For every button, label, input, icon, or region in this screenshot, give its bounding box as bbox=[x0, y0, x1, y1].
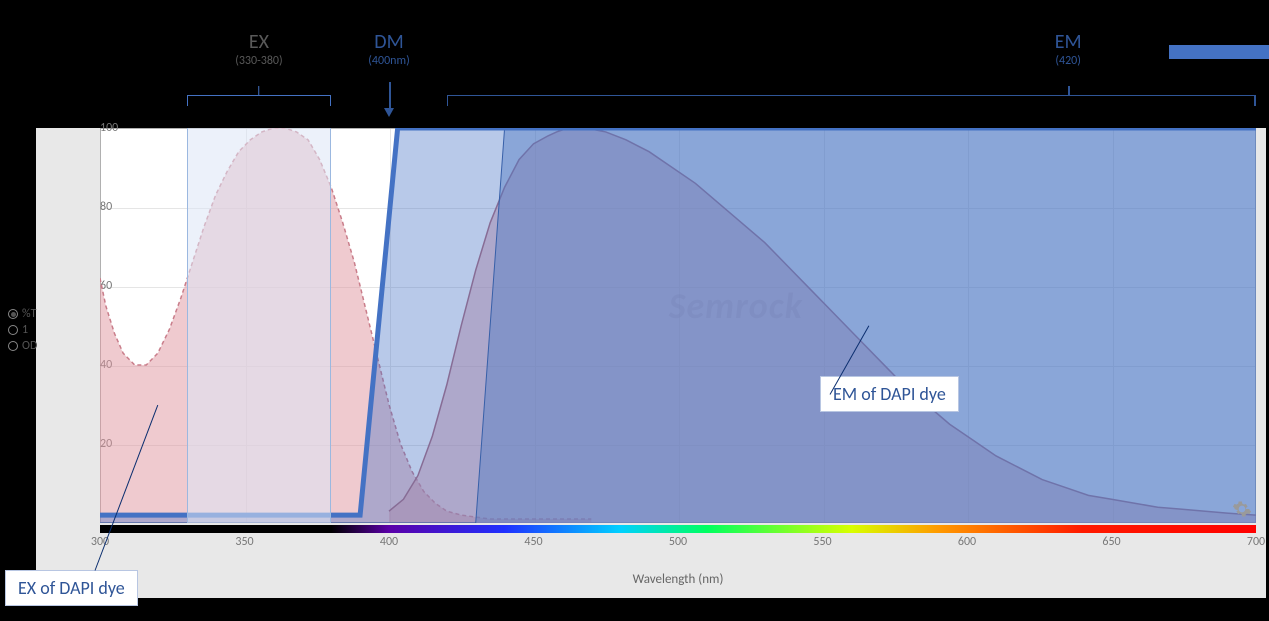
x-tick: 550 bbox=[813, 535, 831, 549]
watermark: Semrock bbox=[669, 284, 803, 328]
radio-OD[interactable]: OD bbox=[8, 339, 37, 353]
x-tick: 350 bbox=[235, 535, 253, 549]
header-dm-sub: (400nm) bbox=[368, 54, 409, 68]
radio-1[interactable]: 1 bbox=[8, 323, 37, 337]
gear-icon[interactable] bbox=[1232, 499, 1252, 519]
dm-arrow-icon bbox=[384, 108, 394, 117]
y-tick: 60 bbox=[100, 279, 106, 293]
y-tick: 80 bbox=[100, 200, 106, 214]
radio-label: OD bbox=[22, 339, 37, 353]
em-bracket bbox=[447, 95, 1256, 105]
grid-line bbox=[535, 129, 536, 522]
grid-line bbox=[824, 129, 825, 522]
x-axis-label: Wavelength (nm) bbox=[633, 572, 724, 587]
x-tick: 650 bbox=[1102, 535, 1120, 549]
x-tick: 700 bbox=[1247, 535, 1265, 549]
radio-icon bbox=[8, 309, 18, 319]
em-arrow-icon bbox=[1169, 45, 1269, 59]
header-ex-sub: (330-380) bbox=[235, 54, 282, 68]
ex-bracket bbox=[187, 95, 332, 105]
header-em: EM(420) bbox=[1055, 30, 1082, 68]
header-em-sub: (420) bbox=[1055, 54, 1082, 68]
header-em-title: EM bbox=[1055, 30, 1082, 54]
radio-label: 1 bbox=[22, 323, 28, 337]
y-tick: 40 bbox=[100, 358, 106, 372]
ex-filter-band bbox=[187, 128, 332, 523]
x-tick: 600 bbox=[958, 535, 976, 549]
y-mode-radios: %T 1 OD bbox=[8, 305, 37, 355]
y-tick: 20 bbox=[100, 437, 106, 451]
radio-label: %T bbox=[22, 307, 36, 321]
radio-pctT[interactable]: %T bbox=[8, 307, 37, 321]
grid-line bbox=[390, 129, 391, 522]
radio-icon bbox=[8, 341, 18, 351]
x-tick: 500 bbox=[669, 535, 687, 549]
x-tick: 450 bbox=[524, 535, 542, 549]
visible-spectrum-bar bbox=[100, 525, 1256, 533]
grid-line bbox=[968, 129, 969, 522]
callout-em_box: EM of DAPI dye bbox=[820, 376, 959, 412]
dm-pointer-line bbox=[389, 82, 391, 110]
header-dm-title: DM bbox=[374, 30, 403, 54]
grid-line bbox=[1113, 129, 1114, 522]
header-ex-title: EX bbox=[249, 30, 269, 54]
x-tick: 400 bbox=[380, 535, 398, 549]
y-tick: 100 bbox=[100, 121, 106, 135]
callout-ex_box: EX of DAPI dye bbox=[5, 570, 138, 606]
header-ex: EX(330-380) bbox=[235, 30, 282, 68]
header-dm: DM(400nm) bbox=[368, 30, 409, 68]
radio-icon bbox=[8, 325, 18, 335]
